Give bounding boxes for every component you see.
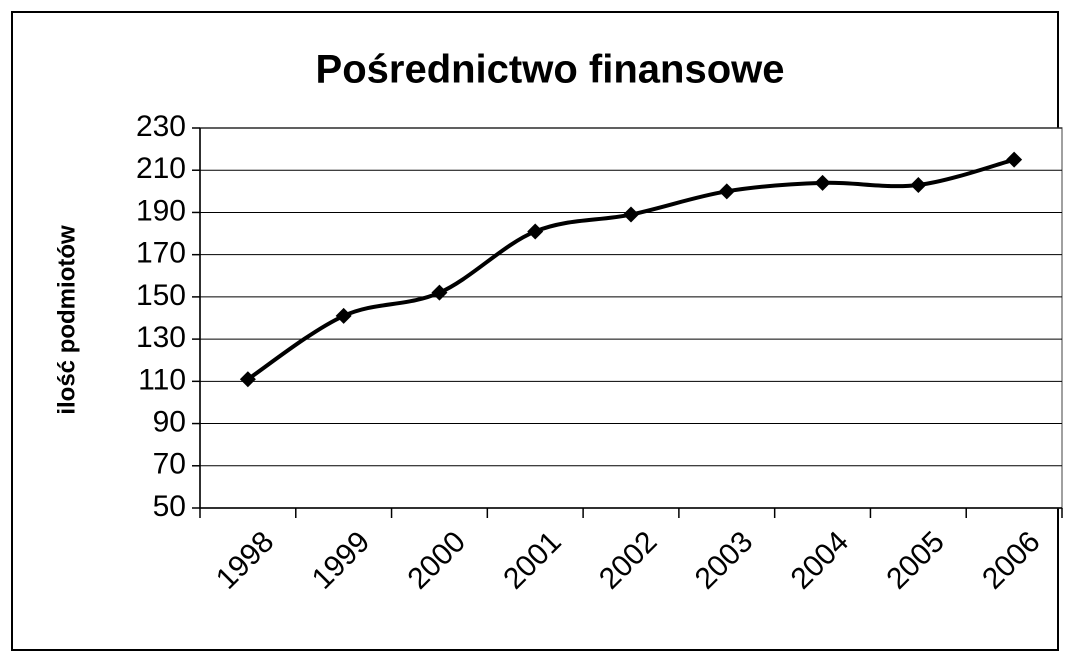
marker bbox=[718, 183, 735, 200]
y-tick-label: 110 bbox=[138, 363, 186, 396]
y-tick-label: 90 bbox=[153, 405, 186, 438]
y-tick-label: 130 bbox=[136, 321, 186, 354]
chart-title: Pośrednictwo finansowe bbox=[316, 48, 785, 92]
marker bbox=[814, 174, 831, 191]
y-axis-label: ilość podmiotów bbox=[53, 225, 80, 415]
marker bbox=[910, 177, 927, 193]
marker bbox=[1006, 151, 1023, 168]
marker bbox=[527, 223, 544, 240]
y-tick-label: 190 bbox=[136, 194, 186, 227]
y-tick-label: 170 bbox=[136, 237, 186, 270]
y-tick-label: 150 bbox=[136, 279, 186, 312]
y-tick-label: 70 bbox=[153, 448, 186, 481]
y-tick-label: 50 bbox=[153, 490, 186, 523]
y-tick-label: 210 bbox=[136, 152, 186, 185]
y-tick-label: 230 bbox=[136, 110, 186, 143]
marker bbox=[431, 284, 448, 301]
plot-area bbox=[199, 127, 1063, 509]
marker bbox=[239, 371, 256, 388]
marker bbox=[335, 307, 352, 324]
marker bbox=[623, 206, 639, 223]
